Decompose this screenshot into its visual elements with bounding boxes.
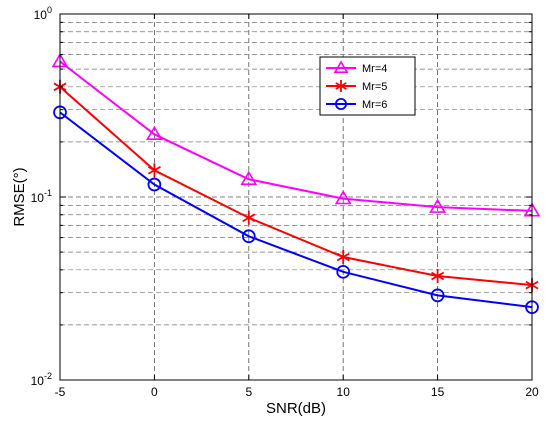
- legend-label: Mr=4: [362, 63, 387, 75]
- y-tick-label: 10-2: [31, 371, 52, 388]
- y-tick-label: 10-1: [31, 188, 52, 205]
- circle-marker: [336, 264, 351, 279]
- star-marker: [242, 210, 256, 225]
- series-line: [59, 86, 533, 287]
- triangle-marker: [240, 170, 258, 185]
- x-tick-label: -5: [55, 385, 66, 399]
- ticks: -5 0 5 10 15 20 100 10-1 10-2: [31, 5, 539, 399]
- circle-marker: [430, 288, 445, 303]
- circle-marker: [334, 98, 347, 111]
- legend-label: Mr=5: [362, 81, 387, 93]
- star-marker: [431, 269, 445, 284]
- legend: Mr=4 Mr=5 Mr=6: [319, 56, 416, 116]
- x-tick-label: 0: [151, 385, 158, 399]
- star-marker-stroke: [335, 82, 347, 90]
- x-axis-title: SNR(dB): [266, 400, 326, 417]
- x-tick-label: 10: [337, 385, 351, 399]
- series-line: [59, 111, 533, 309]
- star-marker: [335, 80, 347, 92]
- circle-marker: [147, 177, 162, 192]
- triangle-marker: [333, 60, 349, 73]
- star-marker: [147, 163, 161, 178]
- series-line: [59, 60, 533, 212]
- circle-marker: [241, 229, 256, 244]
- triangle-marker: [146, 125, 163, 141]
- star-marker-stroke: [431, 271, 445, 281]
- x-tick-label: 15: [431, 385, 445, 399]
- legend-label: Mr=6: [362, 99, 387, 111]
- star-marker-stroke: [147, 165, 161, 175]
- y-axis-title: RMSE(°): [11, 167, 28, 226]
- star-marker-stroke: [336, 252, 350, 262]
- star-marker: [336, 250, 350, 265]
- star-marker-stroke: [242, 213, 256, 223]
- triangle-marker: [429, 198, 446, 213]
- x-tick-label: 5: [245, 385, 252, 399]
- triangle-marker: [334, 190, 352, 205]
- y-tick-label: 100: [34, 5, 52, 22]
- x-tick-label: 20: [525, 385, 539, 399]
